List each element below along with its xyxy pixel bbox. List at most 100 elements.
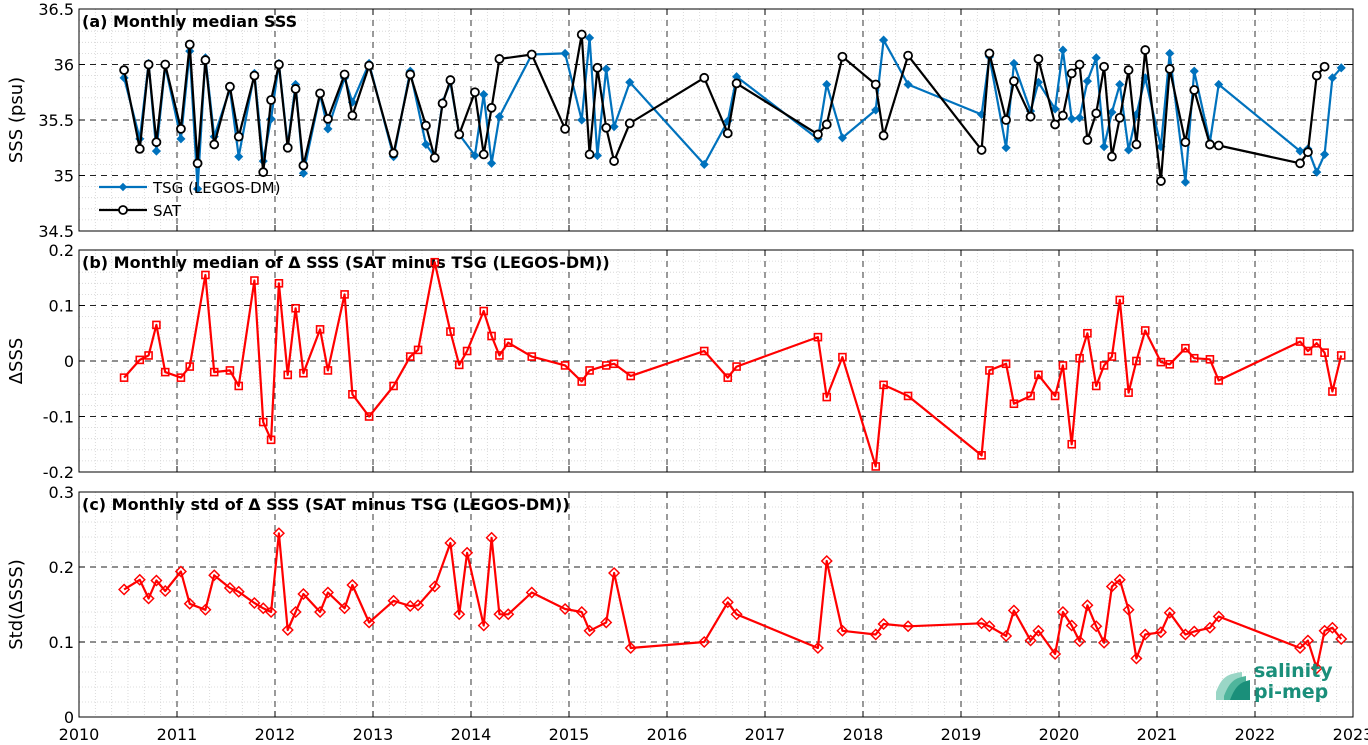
legend-label: TSG (LEGOS-DM) xyxy=(152,179,280,197)
y-tick-label: -0.2 xyxy=(43,463,74,482)
data-point xyxy=(1123,65,1134,75)
data-point xyxy=(722,128,733,139)
data-point xyxy=(869,628,882,641)
data-point xyxy=(1212,610,1225,623)
data-point xyxy=(1122,603,1135,616)
logo-line1: salinity xyxy=(1254,660,1333,682)
data-point xyxy=(984,48,995,59)
data-point xyxy=(363,616,376,629)
data-point xyxy=(185,362,195,371)
data-point xyxy=(1303,147,1313,158)
data-point xyxy=(485,531,498,544)
y-tick-label: 35.5 xyxy=(38,111,74,130)
data-point xyxy=(272,527,285,540)
x-tick-label: 2018 xyxy=(843,725,884,744)
data-point xyxy=(144,351,153,360)
data-point xyxy=(1025,111,1036,122)
data-point xyxy=(429,152,440,163)
data-point xyxy=(1140,45,1151,55)
data-point xyxy=(470,150,480,161)
data-point xyxy=(609,156,619,166)
data-point xyxy=(477,619,490,632)
data-point xyxy=(405,352,415,361)
data-point xyxy=(487,158,497,168)
data-point xyxy=(822,392,832,402)
data-point xyxy=(1312,167,1322,177)
data-point xyxy=(583,624,596,637)
data-point xyxy=(1056,605,1069,619)
data-point xyxy=(1058,45,1068,55)
data-point xyxy=(1203,621,1216,634)
data-point xyxy=(601,122,612,133)
data-point xyxy=(1303,346,1313,356)
data-point xyxy=(1214,79,1224,90)
data-point xyxy=(1156,357,1166,367)
data-point xyxy=(274,59,284,70)
data-point xyxy=(1165,360,1175,369)
data-point xyxy=(1001,143,1011,153)
data-point xyxy=(151,137,162,148)
data-point xyxy=(1082,135,1093,145)
legend-label: SAT xyxy=(153,202,182,220)
data-point xyxy=(1075,353,1084,363)
data-point xyxy=(1295,146,1305,156)
data-point xyxy=(119,373,129,382)
data-point xyxy=(1090,620,1103,633)
y-tick-label: 0.1 xyxy=(49,633,74,652)
y-axis-label: ΔSSS xyxy=(6,338,27,385)
data-point xyxy=(1181,343,1190,353)
data-point xyxy=(503,338,513,347)
data-point xyxy=(454,360,464,370)
data-point xyxy=(364,60,374,71)
data-point xyxy=(902,620,915,633)
data-point xyxy=(1327,73,1337,83)
data-point xyxy=(985,366,994,375)
data-point xyxy=(1058,361,1068,370)
data-point xyxy=(176,373,186,382)
data-point xyxy=(184,39,195,50)
data-point xyxy=(1032,624,1045,637)
data-point xyxy=(699,159,709,169)
data-point xyxy=(1130,652,1143,665)
data-point xyxy=(1301,634,1314,647)
data-point xyxy=(732,362,741,371)
y-axis-label: SSS (psu) xyxy=(6,77,27,163)
y-tick-label: 0 xyxy=(64,708,74,727)
data-point xyxy=(160,59,171,70)
data-point xyxy=(1065,619,1078,632)
data-point xyxy=(903,50,913,61)
data-point xyxy=(585,366,594,375)
data-point xyxy=(291,303,300,313)
logo-line2: pi-mep xyxy=(1254,681,1328,703)
data-point xyxy=(1107,107,1117,117)
data-point xyxy=(209,367,219,377)
data-point xyxy=(470,87,480,98)
data-point xyxy=(494,54,505,64)
data-point xyxy=(289,605,302,619)
data-point xyxy=(575,605,588,619)
x-tick-label: 2021 xyxy=(1137,725,1178,744)
data-point xyxy=(454,129,465,140)
data-point xyxy=(208,569,221,582)
data-point xyxy=(1034,370,1043,380)
data-point xyxy=(183,597,196,610)
data-point xyxy=(1083,328,1092,338)
data-point xyxy=(1320,149,1330,159)
data-point xyxy=(527,352,537,361)
data-point xyxy=(698,635,711,649)
panels: 34.5 35 35.5 36 36.5 SSS (psu) (a) Monthly med… xyxy=(6,0,1354,727)
data-point xyxy=(1099,361,1109,370)
data-point xyxy=(135,355,145,365)
data-point xyxy=(493,608,506,621)
data-point xyxy=(1082,76,1092,86)
data-point xyxy=(1091,53,1101,63)
data-point xyxy=(340,290,349,299)
data-point xyxy=(299,368,308,378)
data-point xyxy=(248,596,261,610)
data-point xyxy=(347,110,358,121)
data-point xyxy=(837,133,847,143)
series-line-sat xyxy=(123,33,1326,183)
data-point xyxy=(479,306,489,316)
data-point xyxy=(730,608,743,621)
panel-title: (c) Monthly std of Δ SSS (SAT minus TSG … xyxy=(82,495,570,514)
